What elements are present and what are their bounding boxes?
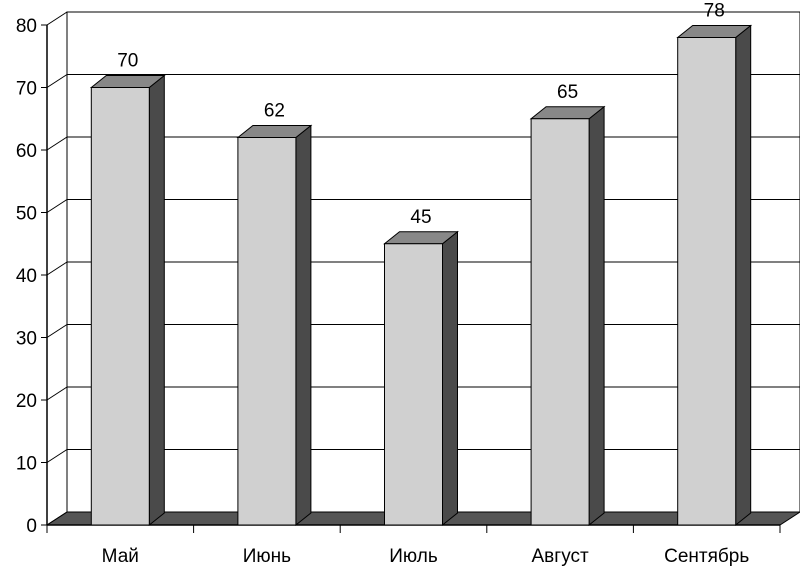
bar-side bbox=[295, 124, 312, 527]
bar bbox=[90, 87, 150, 526]
value-label: 70 bbox=[117, 51, 138, 72]
y-tick-label: 20 bbox=[16, 391, 37, 412]
bar bbox=[677, 37, 737, 526]
x-tick-label: Май bbox=[102, 546, 139, 567]
grid-line-side bbox=[46, 199, 68, 213]
value-label: 65 bbox=[557, 82, 578, 103]
grid-line-side bbox=[46, 261, 68, 276]
x-tick-label: Июнь bbox=[243, 546, 291, 567]
bar-side bbox=[442, 230, 458, 527]
grid-line-side bbox=[46, 324, 68, 338]
y-tick-label: 0 bbox=[26, 516, 37, 537]
y-tick-label: 70 bbox=[16, 79, 37, 100]
y-tick-label: 10 bbox=[16, 454, 37, 475]
x-tick-label: Август bbox=[532, 546, 589, 567]
bar bbox=[530, 118, 590, 526]
bar-side bbox=[735, 24, 752, 527]
value-label: 78 bbox=[704, 1, 725, 22]
grid-line-side bbox=[46, 511, 68, 526]
x-tick-label: Июль bbox=[389, 546, 438, 567]
y-tick-label: 50 bbox=[16, 204, 37, 225]
grid-line-side bbox=[46, 11, 68, 26]
value-label: 62 bbox=[264, 101, 285, 122]
grid-line-side bbox=[46, 386, 68, 401]
bar bbox=[237, 137, 297, 526]
bar-side bbox=[588, 105, 605, 527]
grid-line-side bbox=[46, 449, 68, 463]
value-label: 45 bbox=[410, 207, 431, 228]
bar-side bbox=[148, 74, 165, 527]
bar bbox=[384, 243, 443, 526]
grid-line-side bbox=[46, 74, 68, 88]
y-tick-label: 30 bbox=[16, 329, 37, 350]
y-tick-label: 60 bbox=[16, 141, 37, 162]
y-tick-label: 40 bbox=[16, 266, 37, 287]
x-tick-label: Сентябрь bbox=[664, 546, 749, 567]
grid-line-side bbox=[46, 136, 68, 151]
y-tick-label: 80 bbox=[16, 16, 37, 37]
